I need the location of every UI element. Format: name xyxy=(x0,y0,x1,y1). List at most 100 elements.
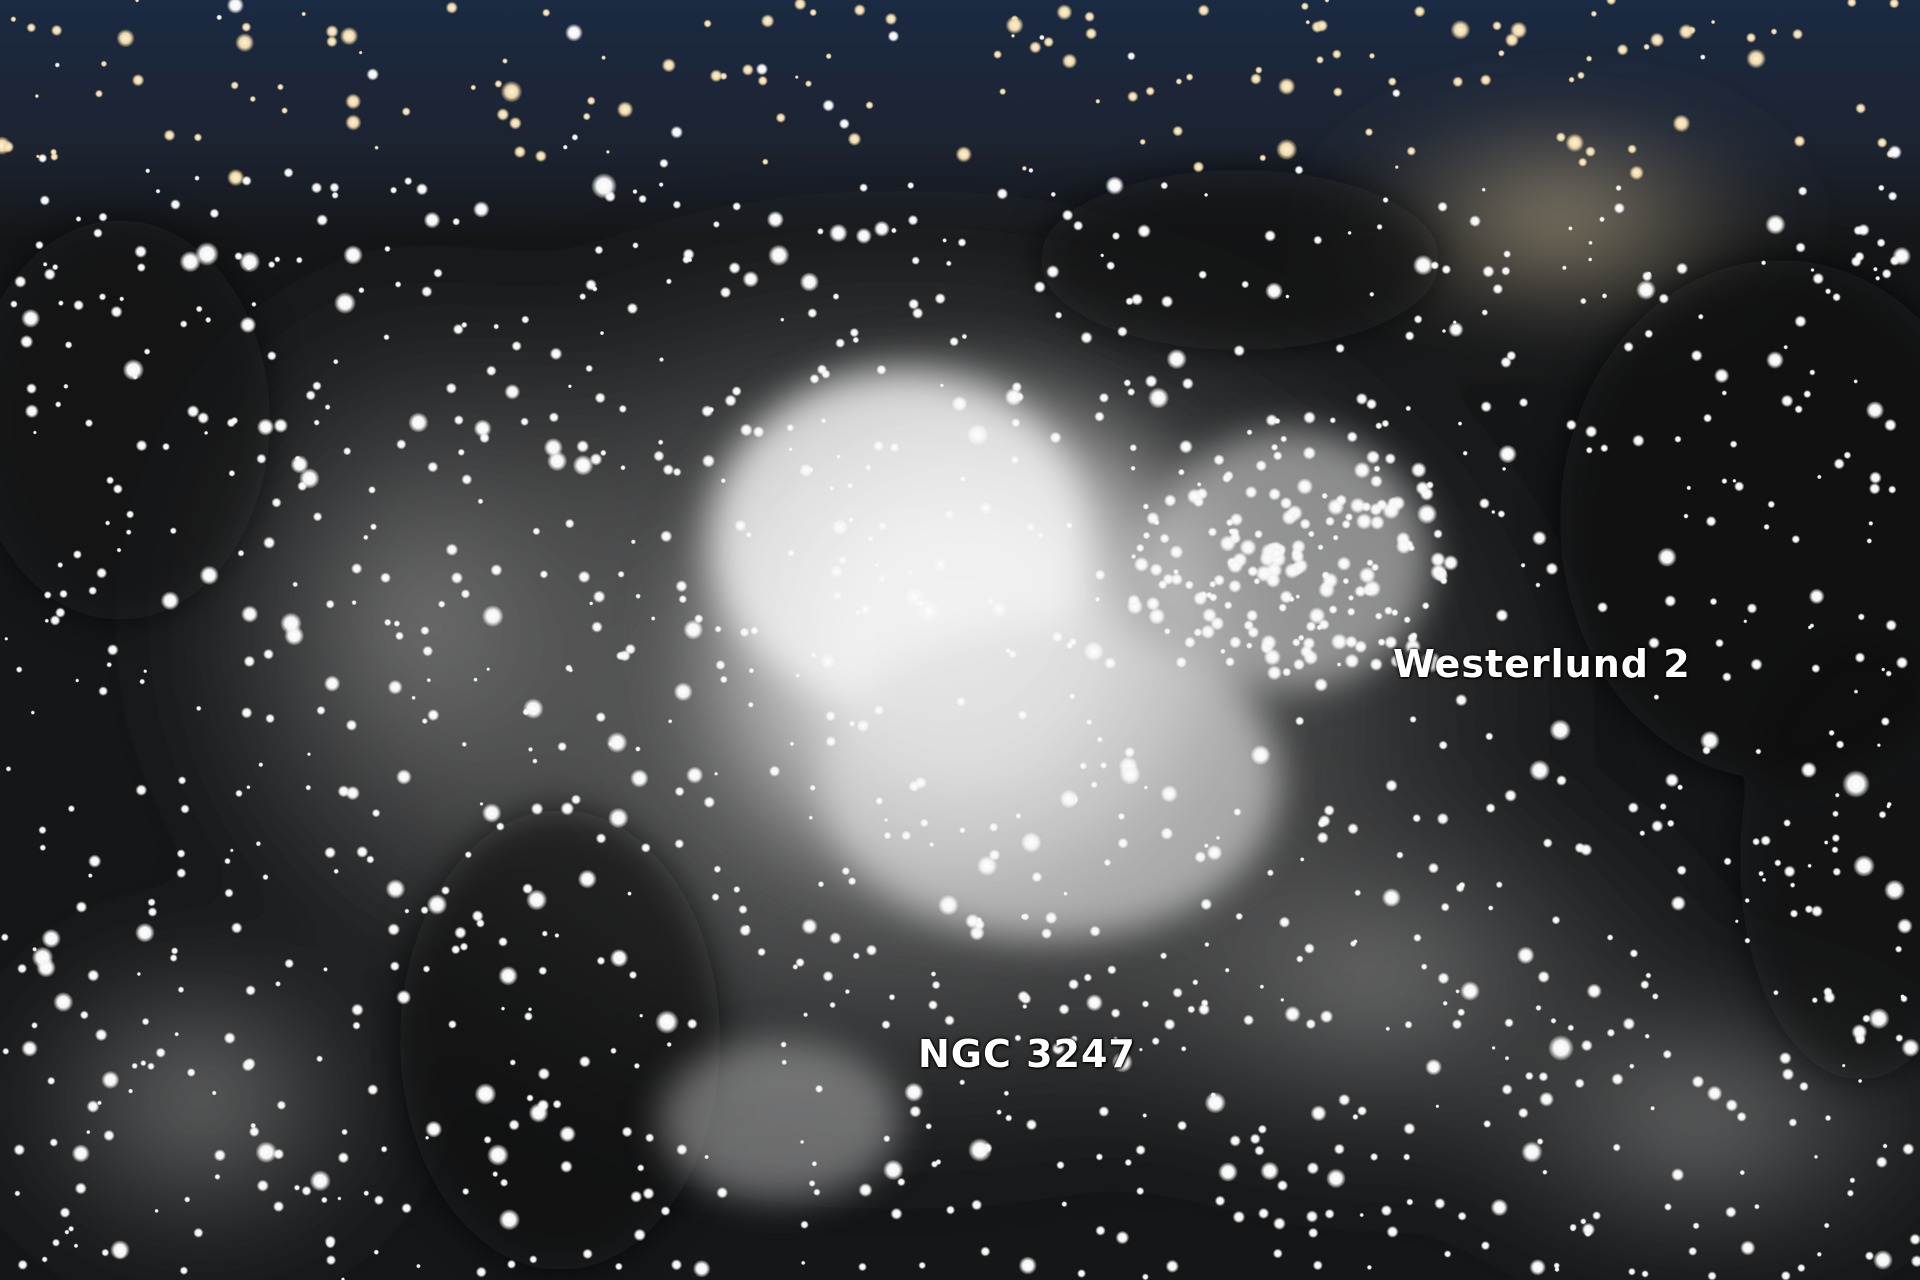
star xyxy=(968,1138,992,1162)
star xyxy=(1142,531,1151,540)
star xyxy=(1079,762,1088,770)
star xyxy=(1639,830,1646,837)
star xyxy=(1043,36,1054,48)
star xyxy=(852,336,860,344)
star xyxy=(329,182,340,193)
star xyxy=(571,133,579,141)
star xyxy=(26,22,37,33)
star xyxy=(520,417,529,427)
star xyxy=(421,718,428,725)
star xyxy=(447,1019,457,1029)
star xyxy=(1223,601,1233,610)
star xyxy=(1365,450,1381,465)
star xyxy=(659,158,669,169)
star xyxy=(1246,429,1253,436)
star xyxy=(1141,1273,1149,1280)
star xyxy=(258,762,264,768)
star xyxy=(2,1047,10,1055)
star xyxy=(1823,1222,1830,1229)
star xyxy=(608,807,629,829)
star xyxy=(301,1185,312,1196)
star xyxy=(1734,919,1739,924)
star xyxy=(1427,862,1440,874)
star xyxy=(1780,394,1794,408)
star xyxy=(775,112,786,124)
star xyxy=(1384,635,1398,650)
star xyxy=(799,272,820,292)
star xyxy=(51,1238,61,1247)
star xyxy=(1854,251,1865,262)
star xyxy=(295,256,303,264)
star xyxy=(427,709,440,722)
star xyxy=(1229,636,1242,649)
star xyxy=(1220,648,1226,655)
star xyxy=(890,1207,903,1220)
star xyxy=(1086,719,1093,726)
star xyxy=(511,340,522,352)
star xyxy=(1080,331,1093,345)
star xyxy=(498,1208,521,1231)
star xyxy=(1163,1018,1176,1031)
star xyxy=(768,244,790,267)
star xyxy=(389,186,398,194)
star xyxy=(1366,559,1374,567)
star xyxy=(194,175,200,181)
star xyxy=(1678,23,1695,40)
star xyxy=(1585,55,1593,62)
star xyxy=(1279,590,1294,604)
star xyxy=(1028,167,1034,174)
star xyxy=(162,442,170,451)
star xyxy=(1277,77,1296,96)
star xyxy=(1056,1160,1065,1170)
star xyxy=(1410,631,1418,640)
star xyxy=(17,963,28,974)
star xyxy=(595,833,607,844)
star xyxy=(838,556,847,565)
star xyxy=(1888,485,1897,494)
star xyxy=(1443,1250,1452,1258)
star xyxy=(1580,1218,1587,1225)
star xyxy=(1485,803,1496,814)
star xyxy=(714,771,719,776)
star xyxy=(461,474,473,485)
star xyxy=(1482,265,1495,278)
star xyxy=(873,705,884,716)
star xyxy=(820,417,827,424)
star xyxy=(281,107,289,115)
star xyxy=(184,1196,191,1203)
star xyxy=(128,1088,134,1094)
star xyxy=(859,183,869,193)
star xyxy=(709,69,723,83)
star xyxy=(84,418,94,428)
star xyxy=(1160,827,1174,840)
star xyxy=(487,1144,509,1166)
star xyxy=(1568,76,1575,83)
star xyxy=(1478,497,1490,509)
star xyxy=(674,786,685,797)
star xyxy=(135,439,148,452)
star xyxy=(600,449,607,457)
star xyxy=(1181,377,1194,390)
star xyxy=(1480,400,1492,413)
star xyxy=(1192,979,1199,986)
star xyxy=(739,924,752,937)
star xyxy=(630,539,636,545)
star xyxy=(401,1202,412,1214)
star xyxy=(1249,1133,1261,1145)
star xyxy=(1886,804,1891,809)
star xyxy=(944,1015,955,1026)
star xyxy=(541,930,548,937)
star xyxy=(1492,20,1502,31)
star xyxy=(1878,810,1887,819)
star xyxy=(216,14,223,21)
star xyxy=(757,75,768,87)
star xyxy=(1333,1143,1345,1155)
star xyxy=(59,1207,71,1219)
star xyxy=(1207,527,1218,537)
star xyxy=(919,818,929,828)
star xyxy=(240,707,253,719)
star xyxy=(1810,267,1815,273)
star xyxy=(1535,582,1541,588)
star xyxy=(1310,1105,1327,1122)
